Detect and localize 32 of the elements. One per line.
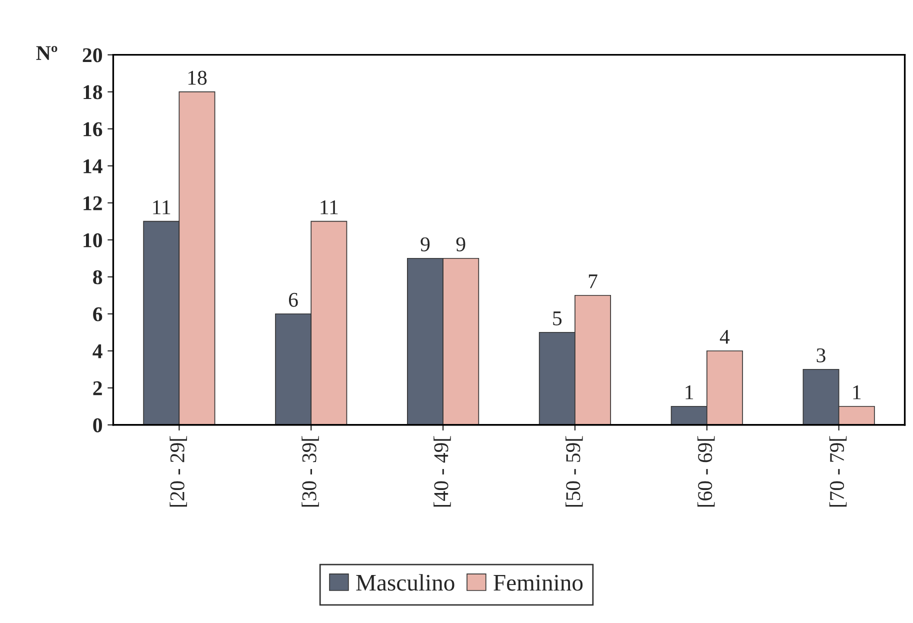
data-label: 18 xyxy=(188,70,207,85)
data-label: 11 xyxy=(153,200,170,214)
y-tick-label: 6 xyxy=(93,307,102,322)
data-label: 3 xyxy=(816,348,826,362)
data-label: 6 xyxy=(288,292,298,307)
data-label: 5 xyxy=(553,312,562,326)
y-tick-label: 4 xyxy=(92,344,102,358)
data-label: 9 xyxy=(456,237,466,252)
y-tick-label: 8 xyxy=(93,270,102,284)
y-tick-label: 14 xyxy=(84,159,102,174)
y-tick-label: 20 xyxy=(82,48,102,62)
x-tick-label: [30 - 39[ xyxy=(302,436,319,507)
y-tick-label: 10 xyxy=(84,233,102,248)
y-tick-label: 18 xyxy=(84,85,102,100)
x-tick-label: [60 - 69[ xyxy=(697,436,715,507)
y-tick-label: 16 xyxy=(84,122,102,136)
y-axis-title: Nº xyxy=(36,46,58,60)
y-tick-label: 2 xyxy=(93,381,102,396)
data-label: 7 xyxy=(588,274,598,288)
x-tick-label: [40 - 49[ xyxy=(434,436,451,507)
x-tick-label: [50 - 59[ xyxy=(566,436,583,507)
y-tick-label: 0 xyxy=(93,418,102,432)
y-tick-label: 12 xyxy=(84,196,102,210)
data-label: 1 xyxy=(853,385,861,400)
x-tick-label: [20 - 29[ xyxy=(170,436,187,507)
data-label: 4 xyxy=(720,330,730,344)
legend-label: Masculino xyxy=(356,574,454,591)
data-label: 9 xyxy=(420,237,430,252)
x-tick-label: [70 - 79[ xyxy=(829,436,847,507)
data-label: 1 xyxy=(686,385,694,400)
legend-label: Feminino xyxy=(494,574,583,591)
data-label: 11 xyxy=(320,200,338,214)
